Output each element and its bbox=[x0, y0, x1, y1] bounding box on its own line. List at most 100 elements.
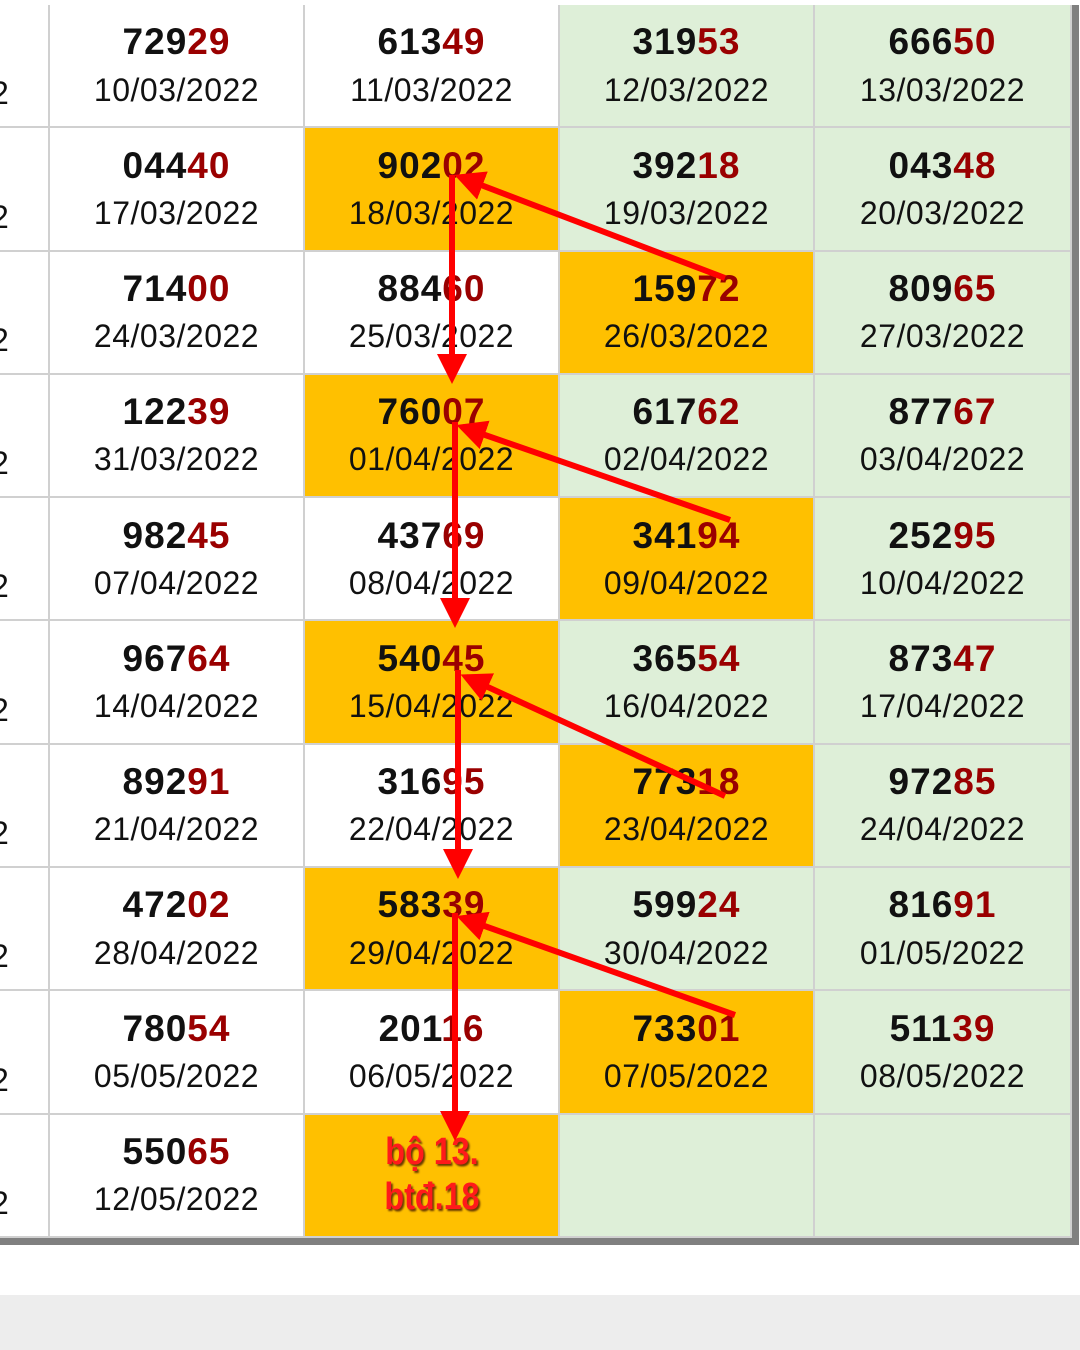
number-tail: 91 bbox=[187, 761, 231, 803]
result-cell: 58339 29/04/2022 bbox=[305, 868, 560, 992]
result-number: 04348 bbox=[889, 142, 997, 190]
result-date: 06/05/2022 bbox=[348, 1057, 515, 1094]
number-tail: 64 bbox=[187, 637, 231, 679]
result-cell: 87347 17/04/2022 bbox=[815, 621, 1072, 745]
number-head: 760 bbox=[377, 391, 443, 433]
result-number: 80965 bbox=[889, 265, 997, 313]
result-date: 11/03/2022 bbox=[350, 71, 513, 108]
result-number: 15972 bbox=[633, 265, 741, 313]
number-tail: 45 bbox=[187, 514, 231, 556]
number-head: 972 bbox=[888, 761, 954, 803]
result-number: 59924 bbox=[633, 881, 741, 929]
number-head: 043 bbox=[888, 144, 954, 186]
number-head: 714 bbox=[122, 268, 188, 309]
result-number: 54045 bbox=[378, 635, 486, 683]
cut-off-text: 2 bbox=[0, 445, 9, 482]
cut-off-text: 2 bbox=[0, 199, 9, 236]
result-cell: 89291 21/04/2022 bbox=[50, 744, 305, 869]
result-date: 31/03/2022 bbox=[93, 441, 260, 478]
result-cell: 90202 18/03/2022 bbox=[305, 128, 560, 252]
number-head: 982 bbox=[122, 514, 188, 556]
result-cell: 31953 12/03/2022 bbox=[560, 5, 815, 129]
result-date: 30/04/2022 bbox=[603, 934, 770, 971]
number-head: 540 bbox=[377, 637, 443, 679]
number-head: 201 bbox=[378, 1007, 442, 1049]
number-head: 873 bbox=[888, 637, 954, 679]
result-date: 05/05/2022 bbox=[93, 1057, 260, 1094]
result-date: 18/03/2022 bbox=[348, 194, 515, 231]
result-cell: 12239 31/03/2022 bbox=[50, 374, 305, 499]
number-tail: 60 bbox=[442, 268, 486, 309]
number-tail: 65 bbox=[953, 268, 997, 309]
result-cell: 73301 07/05/2022 bbox=[560, 991, 815, 1115]
result-number: 78054 bbox=[123, 1005, 231, 1053]
result-number: 96764 bbox=[123, 635, 231, 683]
number-head: 780 bbox=[122, 1007, 188, 1049]
result-number: 47202 bbox=[123, 881, 231, 929]
number-tail: 85 bbox=[953, 761, 997, 803]
number-tail: 94 bbox=[697, 514, 741, 556]
result-cell: 72929 10/03/2022 bbox=[50, 5, 305, 129]
note-line: btđ.18 bbox=[383, 1176, 480, 1219]
result-date: 08/04/2022 bbox=[348, 564, 515, 601]
number-head: 892 bbox=[122, 761, 188, 803]
result-date: 29/04/2022 bbox=[348, 934, 515, 971]
result-cell: 81691 01/05/2022 bbox=[815, 868, 1072, 992]
result-cell: 04348 20/03/2022 bbox=[815, 128, 1072, 252]
result-cell: 47202 28/04/2022 bbox=[50, 868, 305, 992]
cut-off-text: 2 bbox=[0, 1062, 9, 1099]
result-cell: 59924 30/04/2022 bbox=[560, 868, 815, 992]
number-tail: 50 bbox=[953, 21, 997, 63]
number-tail: 65 bbox=[187, 1131, 231, 1173]
result-number: 66650 bbox=[889, 18, 997, 66]
result-date: 19/03/2022 bbox=[603, 194, 770, 231]
cut-off-cell: 2 bbox=[0, 251, 50, 375]
result-number: 71400 bbox=[123, 265, 231, 313]
result-date: 24/04/2022 bbox=[859, 811, 1026, 848]
number-tail: 39 bbox=[952, 1007, 996, 1049]
number-tail: 45 bbox=[442, 637, 486, 679]
result-number: 43769 bbox=[378, 512, 486, 560]
result-cell: 96764 14/04/2022 bbox=[50, 621, 305, 745]
result-date: 09/04/2022 bbox=[603, 564, 770, 601]
number-head: 392 bbox=[632, 144, 698, 186]
number-head: 884 bbox=[377, 268, 443, 309]
result-cell: 77318 23/04/2022 bbox=[560, 744, 815, 869]
result-cell: 04440 17/03/2022 bbox=[50, 128, 305, 252]
result-cell: 88460 25/03/2022 bbox=[305, 251, 560, 375]
note-line: bộ 13. bbox=[384, 1130, 479, 1173]
result-cell: 61762 02/04/2022 bbox=[560, 374, 815, 499]
result-number: 73301 bbox=[633, 1005, 741, 1053]
result-number: 39218 bbox=[633, 142, 741, 190]
result-number: 97285 bbox=[889, 758, 997, 806]
number-tail: 07 bbox=[442, 391, 486, 433]
number-head: 122 bbox=[122, 391, 188, 433]
result-cell: 97285 24/04/2022 bbox=[815, 744, 1072, 869]
number-tail: 54 bbox=[187, 1007, 231, 1049]
result-number: 25295 bbox=[889, 512, 997, 560]
result-number: 81691 bbox=[889, 881, 997, 929]
result-number: 77318 bbox=[633, 758, 741, 806]
result-number: 61762 bbox=[633, 388, 741, 436]
result-number: 90202 bbox=[378, 142, 486, 190]
number-head: 472 bbox=[122, 884, 188, 926]
number-tail: 53 bbox=[697, 21, 741, 63]
result-number: 88460 bbox=[378, 265, 486, 313]
result-date: 21/04/2022 bbox=[93, 811, 260, 848]
cut-off-cell: 2 bbox=[0, 374, 50, 499]
cut-off-cell: 2 bbox=[0, 1114, 50, 1238]
number-tail: 01 bbox=[697, 1007, 741, 1049]
result-date: 26/03/2022 bbox=[603, 318, 770, 355]
number-tail: 91 bbox=[953, 884, 997, 926]
number-head: 809 bbox=[888, 268, 954, 309]
number-tail: 47 bbox=[953, 637, 997, 679]
cut-off-text: 2 bbox=[0, 1185, 9, 1222]
result-date: 13/03/2022 bbox=[859, 71, 1026, 108]
number-tail: 67 bbox=[953, 391, 997, 433]
result-cell: 71400 24/03/2022 bbox=[50, 251, 305, 375]
result-date: 14/04/2022 bbox=[93, 687, 260, 724]
number-head: 252 bbox=[888, 514, 954, 556]
number-head: 583 bbox=[377, 884, 443, 926]
number-head: 666 bbox=[888, 21, 954, 63]
number-head: 967 bbox=[122, 637, 188, 679]
